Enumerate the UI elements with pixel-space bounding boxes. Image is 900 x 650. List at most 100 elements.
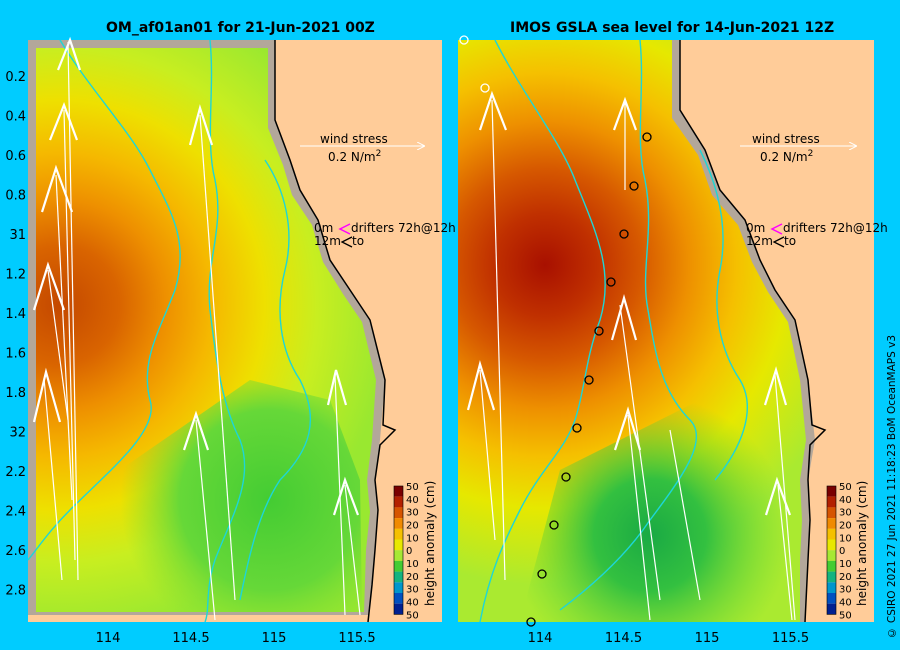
wind-stress-value: 0.2 N/m2 bbox=[328, 149, 381, 164]
x-axis-labels-right: 114 114.5 115 115.5 bbox=[528, 631, 810, 646]
colorbar-swatch bbox=[827, 528, 836, 540]
colorbar-title-right: height anomaly (cm) bbox=[855, 481, 869, 606]
colorbar-swatch bbox=[394, 582, 403, 593]
colorbar-label: 50 bbox=[839, 482, 852, 493]
x-tick-label: 114.5 bbox=[605, 631, 642, 646]
colorbar-swatch bbox=[827, 496, 836, 508]
colorbar-swatch bbox=[394, 550, 403, 561]
drifter-to-label: to bbox=[352, 234, 364, 248]
left-panel-title: OM_af01an01 for 21-Jun-2021 00Z bbox=[106, 20, 375, 36]
colorbar-swatch bbox=[827, 486, 836, 497]
y-tick-label: 0.6 bbox=[5, 149, 26, 164]
colorbar-label: 10 bbox=[839, 533, 852, 544]
wind-stress-label: wind stress bbox=[320, 132, 388, 146]
drifter-depth-12-r: 12m bbox=[746, 234, 773, 248]
drifter-depth-12: 12m bbox=[314, 234, 341, 248]
right-map bbox=[458, 35, 874, 627]
y-tick-label: 0.2 bbox=[5, 70, 26, 85]
drifter-depth-0: 0m bbox=[314, 221, 333, 235]
right-panel-title: IMOS GSLA sea level for 14-Jun-2021 12Z bbox=[510, 20, 835, 36]
colorbar-label: 0 bbox=[406, 546, 412, 557]
colorbar-label: 30 bbox=[839, 585, 852, 596]
colorbar-swatch bbox=[827, 507, 836, 519]
drifter-marker-magenta bbox=[338, 223, 351, 235]
drifter-to-label-r: to bbox=[784, 234, 796, 248]
left-isobath-1 bbox=[27, 39, 181, 561]
drifter-label: drifters 72h@12h bbox=[351, 221, 456, 235]
right-low bbox=[520, 400, 800, 622]
copyright-text: © CSIRO 2021 27 Jun 2021 11:18:23 BoM Oc… bbox=[886, 334, 898, 638]
left-low bbox=[100, 380, 362, 612]
left-coastline bbox=[274, 40, 397, 623]
left-map bbox=[27, 36, 442, 623]
drifter-marker-black-r bbox=[772, 236, 785, 248]
left-wind-vectors bbox=[32, 36, 361, 621]
colorbar-swatch bbox=[394, 507, 403, 519]
colorbar-border bbox=[393, 485, 404, 615]
y-axis-labels: 0.2 0.4 0.6 0.8 31 1.2 1.4 1.6 1.8 32 2.2 2.4 2.6 2.8 bbox=[5, 70, 26, 599]
y-tick-label: 0.4 bbox=[5, 110, 26, 125]
drifter-marker-black bbox=[340, 236, 353, 248]
right-coastline bbox=[679, 40, 827, 623]
colorbar-label: 40 bbox=[406, 495, 419, 506]
colorbar-swatch bbox=[394, 560, 403, 572]
x-tick-label: 115.5 bbox=[772, 631, 809, 646]
colorbar-label: 10 bbox=[406, 533, 419, 544]
left-isobath-2 bbox=[204, 39, 246, 623]
colorbar-label: 0 bbox=[839, 546, 845, 557]
x-axis-labels-left: 114 114.5 115 115.5 bbox=[96, 631, 376, 646]
colorbar-label: 20 bbox=[839, 521, 852, 532]
y-tick-label: 1.4 bbox=[5, 307, 26, 322]
x-tick-label: 114.5 bbox=[172, 631, 209, 646]
right-legend: wind stress 0.2 N/m2 0m drifters 72h@12h… bbox=[740, 132, 888, 248]
colorbar-title-left: height anomaly (cm) bbox=[423, 481, 437, 606]
y-tick-label: 2.4 bbox=[5, 505, 26, 520]
y-tick-label: 1.6 bbox=[5, 347, 26, 362]
y-tick-label: 32 bbox=[9, 426, 26, 441]
y-tick-label: 1.8 bbox=[5, 386, 26, 401]
colorbar-border bbox=[826, 485, 837, 615]
colorbar-label: 10 bbox=[839, 559, 852, 570]
y-tick-label: 1.2 bbox=[5, 268, 26, 283]
colorbar-swatch bbox=[394, 539, 403, 551]
colorbar-label: 20 bbox=[839, 572, 852, 583]
colorbar-swatch bbox=[394, 518, 403, 529]
x-tick-label: 115 bbox=[262, 631, 287, 646]
colorbar-swatch bbox=[394, 496, 403, 508]
y-tick-label: 0.8 bbox=[5, 189, 26, 204]
colorbar-swatch bbox=[394, 528, 403, 540]
colorbar-label: 30 bbox=[406, 585, 419, 596]
drifter-marker-magenta-r bbox=[770, 223, 783, 235]
colorbar-swatch bbox=[827, 593, 836, 604]
colorbar-swatch bbox=[394, 571, 403, 583]
colorbar-label: 10 bbox=[406, 559, 419, 570]
colorbar-label: 20 bbox=[406, 521, 419, 532]
colorbar-swatch bbox=[394, 486, 403, 497]
colorbar-label: 40 bbox=[406, 598, 419, 609]
wind-stress-value-r: 0.2 N/m2 bbox=[760, 149, 813, 164]
x-tick-label: 114 bbox=[96, 631, 121, 646]
y-tick-label: 2.6 bbox=[5, 544, 26, 559]
colorbar-label: 50 bbox=[839, 610, 852, 621]
colorbar-label: 50 bbox=[406, 610, 419, 621]
colorbar-swatch bbox=[827, 582, 836, 593]
colorbar-swatch bbox=[394, 603, 403, 615]
right-isobath-1 bbox=[479, 39, 606, 623]
x-tick-label: 115 bbox=[695, 631, 720, 646]
colorbar-swatch bbox=[827, 550, 836, 561]
x-tick-label: 114 bbox=[528, 631, 553, 646]
right-isobath-2 bbox=[559, 39, 698, 611]
colorbar-label: 40 bbox=[839, 598, 852, 609]
colorbar-label: 30 bbox=[406, 508, 419, 519]
colorbar-label: 50 bbox=[406, 482, 419, 493]
left-legend: wind stress 0.2 N/m2 0m drifters 72h@12h… bbox=[300, 132, 456, 248]
wind-stress-label-r: wind stress bbox=[752, 132, 820, 146]
colorbar-swatch bbox=[827, 571, 836, 583]
drifter-depth-0-r: 0m bbox=[746, 221, 765, 235]
colorbar-label: 40 bbox=[839, 495, 852, 506]
x-tick-label: 115.5 bbox=[338, 631, 375, 646]
left-isobath-3 bbox=[239, 159, 312, 601]
